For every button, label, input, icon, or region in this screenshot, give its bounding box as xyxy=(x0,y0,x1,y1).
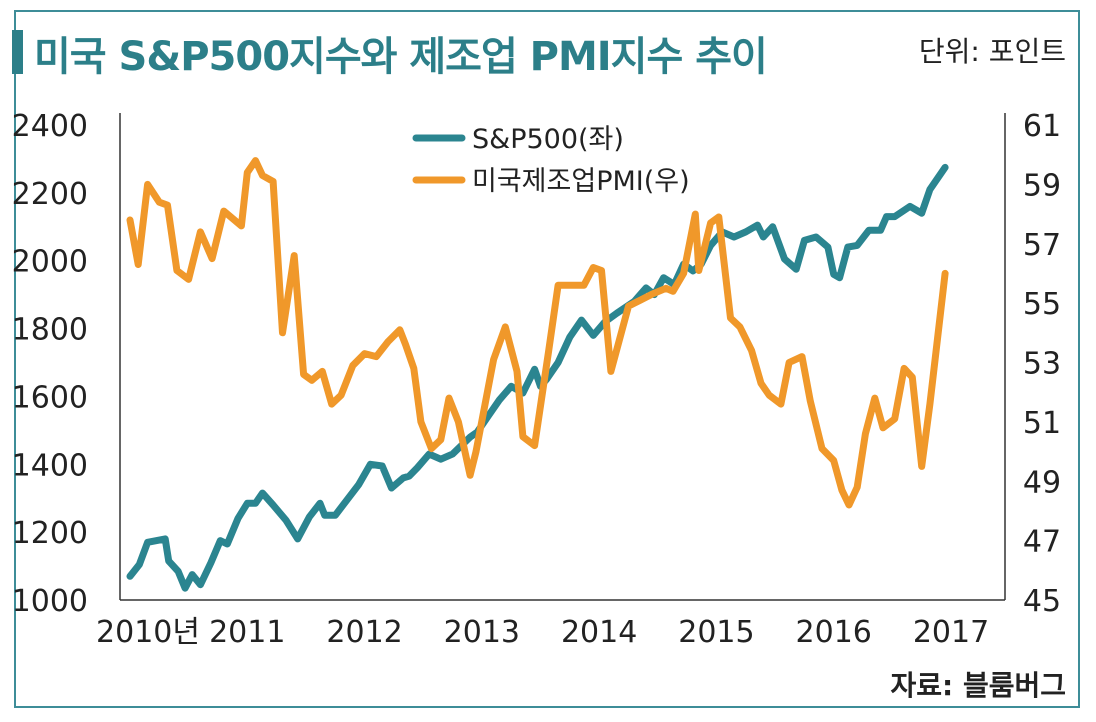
right-tick-label: 55 xyxy=(1023,287,1061,322)
right-tick-label: 51 xyxy=(1023,406,1061,441)
right-tick-label: 61 xyxy=(1023,109,1061,144)
x-tick-label: 2013 xyxy=(444,615,520,650)
unit-label: 단위: 포인트 xyxy=(918,35,1066,68)
left-tick-label: 2000 xyxy=(12,245,88,280)
x-tick-label: 2011 xyxy=(209,615,285,650)
page-title: 미국 S&P500지수와 제조업 PMI지수 추이 xyxy=(34,34,768,80)
x-tick-label: 2017 xyxy=(913,615,989,650)
left-tick-label: 1800 xyxy=(12,313,88,348)
source-label: 자료: 블룸버그 xyxy=(890,669,1066,702)
x-tick-label: 2016 xyxy=(796,615,872,650)
x-tick-label: 2012 xyxy=(326,615,402,650)
right-tick-label: 49 xyxy=(1023,465,1061,500)
left-tick-label: 1600 xyxy=(12,380,88,415)
right-tick-label: 47 xyxy=(1023,525,1061,560)
left-tick-label: 1000 xyxy=(12,584,88,619)
title-accent-bar xyxy=(12,30,23,74)
x-tick-label: 2010년 xyxy=(96,615,200,650)
left-tick-label: 1200 xyxy=(12,516,88,551)
x-tick-label: 2015 xyxy=(678,615,754,650)
right-tick-label: 53 xyxy=(1023,347,1061,382)
right-tick-label: 59 xyxy=(1023,168,1061,203)
right-tick-label: 45 xyxy=(1023,584,1061,619)
x-tick-label: 2014 xyxy=(561,615,637,650)
left-tick-label: 2400 xyxy=(12,109,88,144)
right-tick-label: 57 xyxy=(1023,228,1061,263)
pmi-series-line xyxy=(126,157,949,509)
chart-frame xyxy=(14,10,1080,708)
sp500-series-line xyxy=(126,163,949,592)
legend-label-pmi: 미국제조업PMI(우) xyxy=(472,166,690,197)
legend-label-sp500: S&P500(좌) xyxy=(472,124,624,155)
left-tick-label: 2200 xyxy=(12,177,88,212)
left-tick-label: 1400 xyxy=(12,448,88,483)
